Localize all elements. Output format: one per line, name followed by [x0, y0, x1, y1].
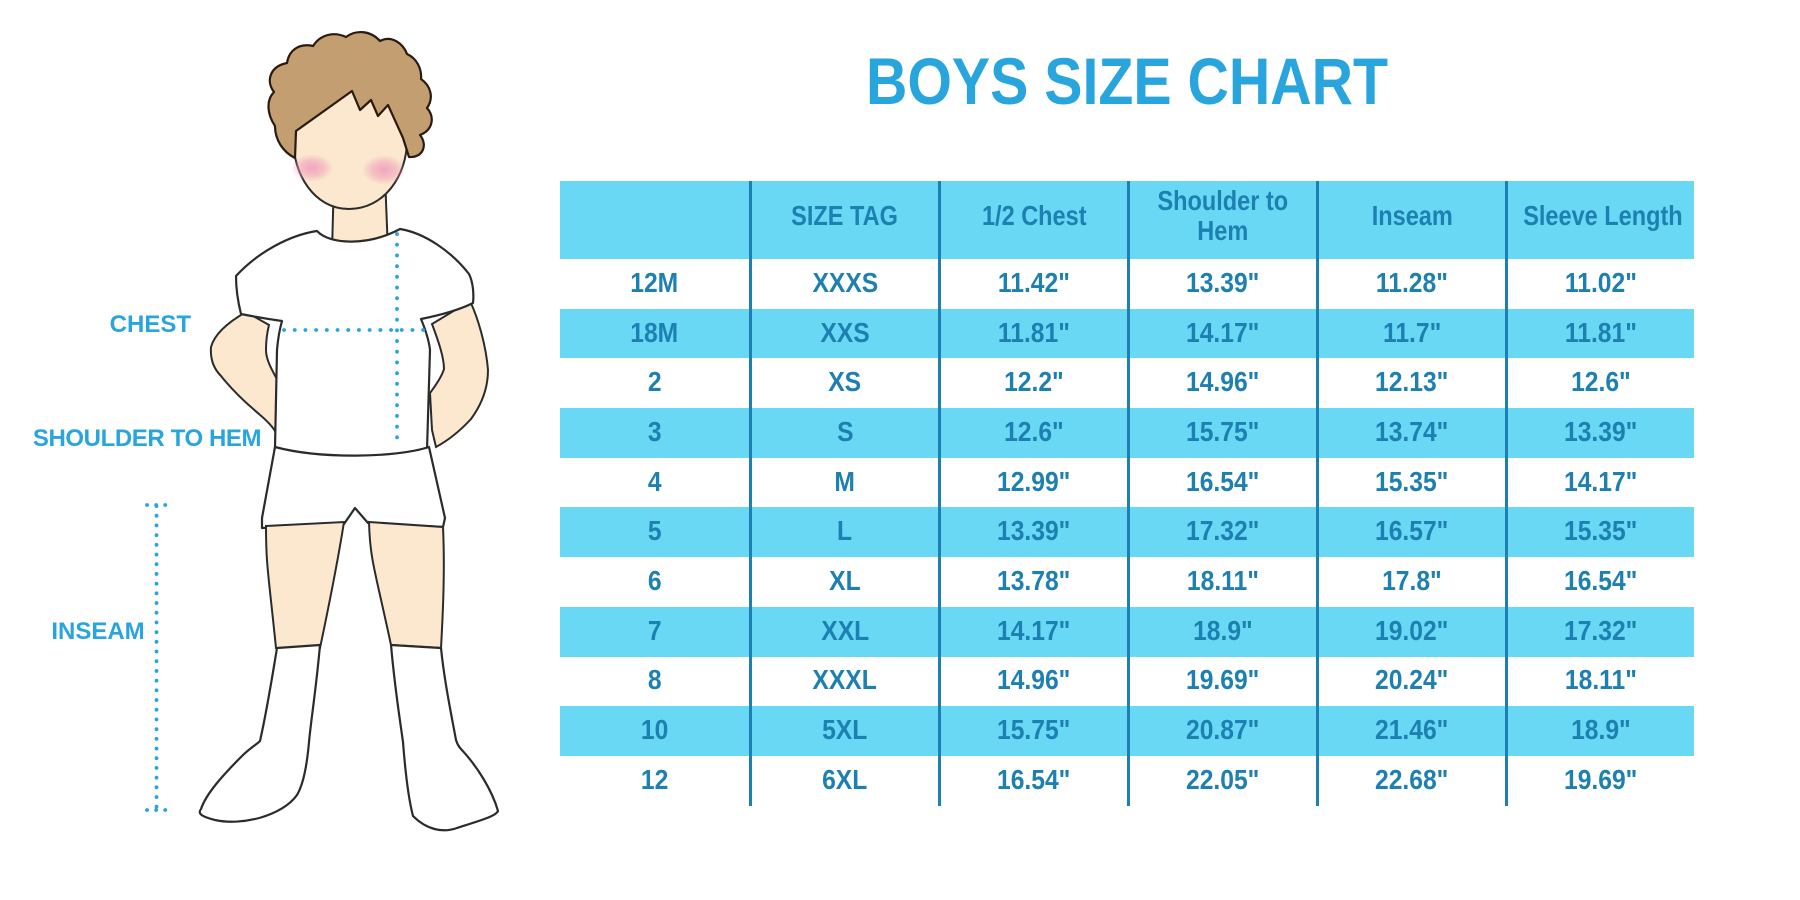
svg-text:CHEST: CHEST: [110, 311, 192, 338]
svg-text:INSEAM: INSEAM: [51, 618, 144, 645]
svg-text:SHOULDER TO HEM: SHOULDER TO HEM: [33, 425, 261, 452]
